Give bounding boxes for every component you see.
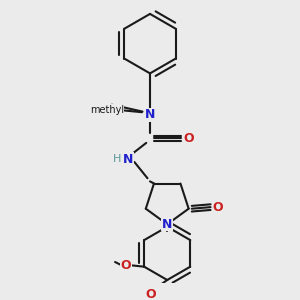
Text: O: O	[120, 259, 131, 272]
Text: methyl: methyl	[90, 105, 124, 115]
Text: N: N	[123, 153, 133, 166]
Text: O: O	[212, 201, 223, 214]
Text: N: N	[162, 218, 172, 231]
Text: N: N	[145, 108, 155, 121]
Text: O: O	[184, 132, 194, 145]
Text: H: H	[113, 154, 121, 164]
Text: O: O	[146, 288, 156, 300]
